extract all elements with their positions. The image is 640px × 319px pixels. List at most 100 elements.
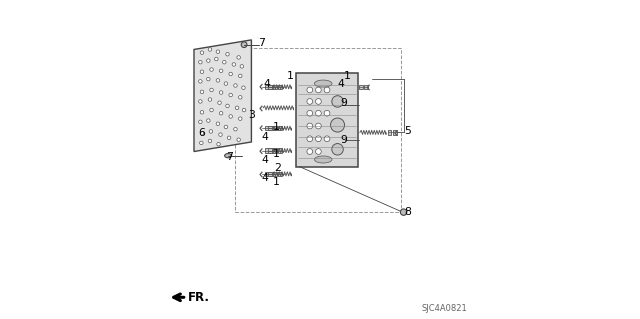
Circle shape — [198, 120, 202, 124]
Bar — [364, 85, 368, 89]
Bar — [278, 148, 282, 153]
Circle shape — [239, 74, 242, 78]
Circle shape — [332, 96, 343, 107]
Bar — [388, 130, 392, 135]
Circle shape — [210, 68, 213, 71]
Bar — [278, 172, 282, 176]
Bar — [359, 85, 363, 89]
Circle shape — [208, 98, 212, 101]
Text: 1: 1 — [273, 177, 280, 188]
Circle shape — [229, 115, 232, 118]
Bar — [265, 85, 269, 89]
Bar — [270, 148, 274, 153]
Text: 6: 6 — [198, 128, 205, 138]
Circle shape — [229, 72, 232, 76]
Text: 7: 7 — [226, 152, 232, 162]
Circle shape — [330, 118, 344, 132]
Circle shape — [240, 64, 244, 68]
Circle shape — [224, 125, 228, 129]
Circle shape — [307, 87, 313, 93]
Text: 7: 7 — [259, 38, 266, 48]
Circle shape — [242, 86, 245, 90]
Text: 4: 4 — [262, 155, 269, 165]
Bar — [273, 148, 277, 153]
Circle shape — [210, 108, 213, 112]
Circle shape — [220, 69, 223, 73]
Circle shape — [220, 111, 223, 115]
Circle shape — [207, 77, 210, 81]
Circle shape — [324, 110, 330, 116]
Text: 4: 4 — [337, 78, 344, 89]
Circle shape — [214, 57, 218, 61]
Bar — [270, 85, 274, 89]
Text: 9: 9 — [340, 135, 348, 145]
Circle shape — [208, 48, 212, 51]
Circle shape — [216, 50, 220, 53]
Circle shape — [236, 106, 239, 110]
Circle shape — [324, 136, 330, 142]
Bar — [268, 85, 273, 89]
Bar — [236, 48, 401, 212]
Bar — [270, 172, 274, 176]
Circle shape — [216, 78, 220, 82]
Circle shape — [239, 117, 242, 121]
Ellipse shape — [314, 156, 332, 163]
Bar — [273, 172, 277, 176]
Circle shape — [324, 87, 330, 93]
Polygon shape — [194, 40, 252, 152]
Text: 4: 4 — [264, 78, 271, 89]
Text: 9: 9 — [340, 98, 348, 108]
Circle shape — [316, 99, 321, 104]
Circle shape — [219, 133, 222, 137]
Text: 3: 3 — [248, 110, 255, 121]
Text: 1: 1 — [273, 122, 280, 132]
Circle shape — [234, 84, 237, 87]
Ellipse shape — [225, 154, 232, 158]
Bar — [273, 126, 277, 130]
Circle shape — [207, 59, 210, 63]
Circle shape — [307, 149, 313, 154]
Circle shape — [224, 82, 228, 85]
Circle shape — [198, 61, 202, 64]
Circle shape — [307, 136, 313, 142]
Text: 4: 4 — [262, 173, 269, 183]
Circle shape — [226, 104, 229, 108]
Circle shape — [316, 149, 321, 154]
Text: 1: 1 — [344, 71, 351, 81]
Circle shape — [200, 70, 204, 73]
Circle shape — [229, 93, 232, 97]
Circle shape — [208, 139, 212, 143]
Bar — [268, 126, 273, 130]
Circle shape — [241, 42, 247, 48]
Circle shape — [227, 136, 231, 140]
Circle shape — [217, 142, 220, 146]
Circle shape — [207, 119, 210, 122]
Bar — [265, 148, 269, 153]
Circle shape — [210, 88, 213, 92]
Circle shape — [200, 51, 204, 54]
Bar — [278, 85, 282, 89]
Circle shape — [198, 79, 202, 83]
Bar — [270, 126, 274, 130]
Circle shape — [316, 87, 321, 93]
Circle shape — [243, 108, 246, 112]
Circle shape — [223, 61, 226, 64]
Text: 4: 4 — [262, 131, 269, 142]
Circle shape — [226, 52, 229, 56]
Bar — [268, 148, 273, 153]
Circle shape — [220, 91, 223, 94]
Circle shape — [216, 122, 220, 126]
Circle shape — [218, 101, 221, 105]
Circle shape — [332, 144, 343, 155]
Ellipse shape — [314, 80, 332, 87]
Circle shape — [200, 110, 204, 114]
Circle shape — [234, 127, 237, 131]
Bar — [265, 126, 269, 130]
Bar — [393, 130, 397, 135]
Text: FR.: FR. — [188, 291, 210, 304]
Bar — [265, 172, 269, 176]
Text: 2: 2 — [275, 163, 282, 174]
Bar — [296, 73, 358, 167]
Text: SJC4A0821: SJC4A0821 — [422, 304, 467, 313]
Bar — [273, 85, 277, 89]
